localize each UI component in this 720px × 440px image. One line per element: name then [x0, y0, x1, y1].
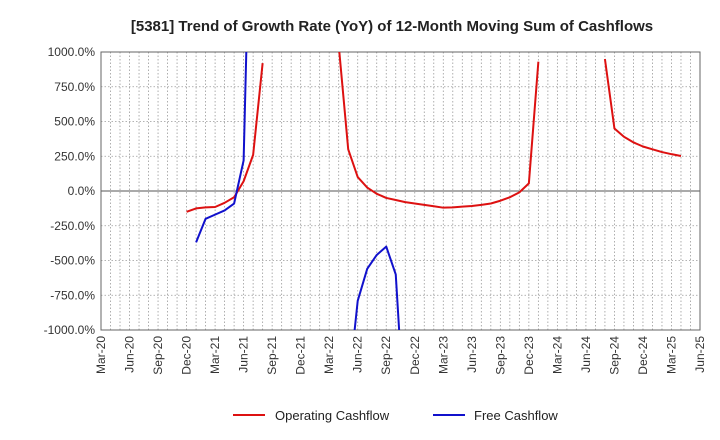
x-tick-label: Jun-22	[351, 336, 365, 373]
x-tick-label: Dec-22	[408, 336, 422, 375]
x-tick-label: Jun-20	[123, 336, 137, 373]
y-tick-label: -750.0%	[50, 288, 95, 302]
legend: Operating Cashflow Free Cashflow	[233, 408, 558, 423]
x-tick-label: Dec-21	[294, 336, 308, 375]
x-tick-label: Dec-23	[522, 336, 536, 375]
y-tick-label: -500.0%	[50, 254, 95, 268]
y-tick-label: 0.0%	[68, 184, 96, 198]
x-tick-label: Jun-24	[579, 336, 593, 373]
y-tick-label: 1000.0%	[48, 45, 96, 59]
x-tick-label: Mar-20	[94, 336, 108, 374]
y-tick-label: -250.0%	[50, 219, 95, 233]
y-axis-ticks: 1000.0% 750.0% 500.0% 250.0% 0.0% -250.0% -500…	[44, 45, 96, 337]
y-tick-label: 250.0%	[54, 149, 95, 163]
x-axis-ticks: Mar-20 Jun-20 Sep-20 Dec-20 Mar-21 Jun-21 Sep-…	[94, 336, 707, 375]
y-tick-label: 750.0%	[54, 80, 95, 94]
x-tick-label: Sep-20	[151, 336, 165, 375]
x-tick-label: Dec-24	[636, 336, 650, 375]
legend-label-free-cashflow: Free Cashflow	[474, 408, 558, 423]
x-tick-label: Mar-21	[208, 336, 222, 374]
x-tick-label: Sep-24	[607, 336, 621, 375]
series-layer	[186, 52, 682, 330]
x-tick-label: Sep-21	[265, 336, 279, 375]
plot-frame	[100, 51, 701, 331]
x-tick-label: Sep-22	[379, 336, 393, 375]
x-tick-label: Jun-23	[465, 336, 479, 373]
free-cashflow-line	[353, 245, 401, 330]
x-tick-label: Sep-23	[493, 336, 507, 375]
operating-cashflow-line	[338, 52, 540, 209]
x-tick-label: Mar-22	[322, 336, 336, 374]
x-tick-label: Jun-25	[693, 336, 707, 373]
x-tick-label: Mar-23	[436, 336, 450, 374]
x-tick-label: Mar-24	[550, 336, 564, 374]
free-cashflow-line	[195, 52, 248, 243]
x-tick-label: Mar-25	[664, 336, 678, 374]
y-tick-label: 500.0%	[54, 115, 95, 129]
legend-label-operating-cashflow: Operating Cashflow	[275, 408, 390, 423]
x-tick-label: Jun-21	[237, 336, 251, 373]
operating-cashflow-line	[603, 58, 682, 157]
series-lines	[186, 52, 682, 330]
x-tick-label: Dec-20	[180, 336, 194, 375]
chart-title: [5381] Trend of Growth Rate (YoY) of 12-…	[131, 18, 653, 35]
operating-cashflow-line	[186, 63, 264, 213]
y-tick-label: -1000.0%	[44, 323, 96, 337]
grid-lines	[101, 52, 700, 330]
